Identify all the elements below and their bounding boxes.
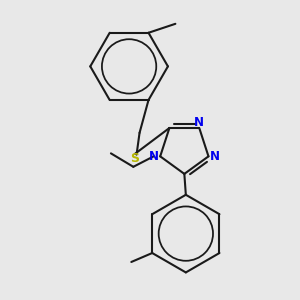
Text: N: N xyxy=(148,150,159,163)
Text: N: N xyxy=(194,116,204,129)
Text: N: N xyxy=(210,150,220,163)
Text: S: S xyxy=(130,152,140,165)
